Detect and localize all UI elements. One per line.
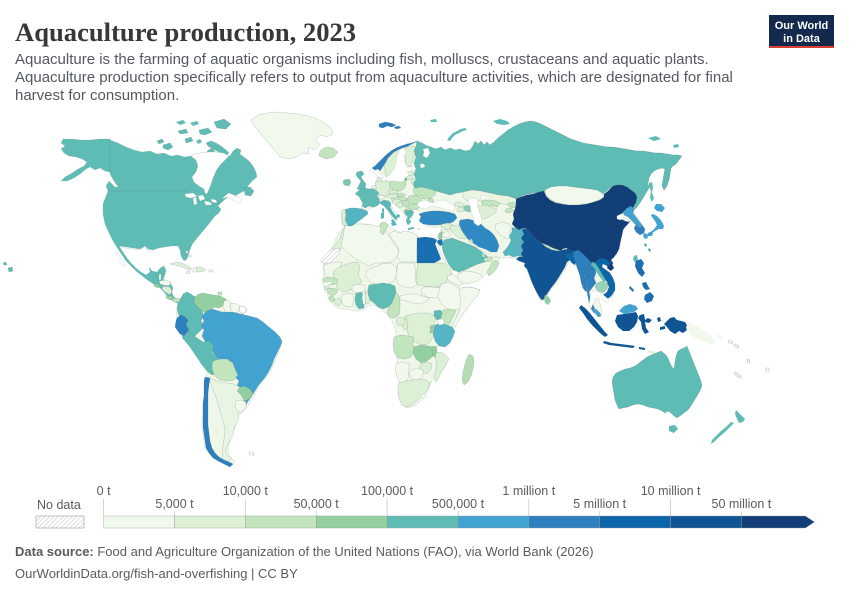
svg-text:50 million t: 50 million t <box>712 497 772 511</box>
svg-text:0 t: 0 t <box>97 484 111 498</box>
svg-text:10,000 t: 10,000 t <box>223 484 269 498</box>
svg-text:100,000 t: 100,000 t <box>361 484 414 498</box>
svg-text:No data: No data <box>37 498 81 512</box>
svg-text:500,000 t: 500,000 t <box>432 497 485 511</box>
svg-text:1 million t: 1 million t <box>502 484 555 498</box>
svg-text:5 million t: 5 million t <box>573 497 626 511</box>
svg-text:10 million t: 10 million t <box>641 484 701 498</box>
svg-text:50,000 t: 50,000 t <box>294 497 340 511</box>
svg-text:5,000 t: 5,000 t <box>155 497 194 511</box>
